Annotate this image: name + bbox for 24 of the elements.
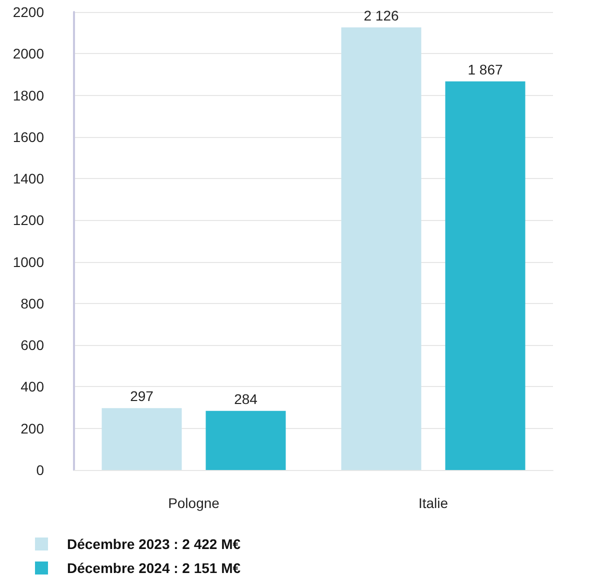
bar [102,408,182,470]
legend-label: Décembre 2024 : 2 151 M€ [67,560,241,576]
y-tick-label: 1000 [12,254,44,270]
y-tick-label: 600 [20,337,44,354]
bar [341,27,422,470]
legend-label: Décembre 2023 : 2 422 M€ [67,536,241,552]
y-tick-label: 800 [20,295,44,312]
data-label: 297 [130,388,154,404]
y-tick-label: 1200 [12,212,44,228]
y-tick-label: 200 [20,420,44,436]
data-label: 2 126 [364,7,399,24]
data-label: 284 [234,390,258,407]
y-tick-label: 0 [36,462,44,478]
x-tick-label: Pologne [168,495,220,511]
bar [445,81,526,470]
y-tick-label: 1800 [12,87,44,104]
x-tick-label: Italie [418,495,448,511]
y-tick-label: 400 [20,378,44,395]
y-tick-label: 2000 [12,46,44,62]
y-tick-label: 2200 [12,4,44,20]
y-tick-label: 1600 [12,128,44,145]
y-tick-label: 1400 [12,170,44,187]
data-label: 1 867 [468,61,503,78]
bar [206,410,286,470]
